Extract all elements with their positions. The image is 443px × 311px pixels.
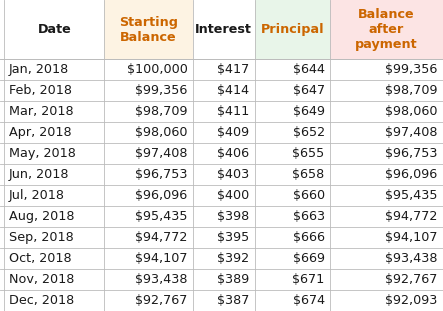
Text: Interest: Interest [195, 23, 252, 36]
Text: Date: Date [37, 23, 71, 36]
Text: $94,107: $94,107 [385, 231, 438, 244]
Bar [255, 0, 330, 59]
Text: Nov, 2018: Nov, 2018 [9, 273, 74, 286]
Text: $674: $674 [292, 294, 325, 307]
Text: $387: $387 [217, 294, 249, 307]
Text: $666: $666 [293, 231, 325, 244]
Text: $398: $398 [217, 210, 249, 223]
Text: $96,753: $96,753 [385, 147, 438, 160]
Text: $96,753: $96,753 [135, 168, 187, 181]
Text: $94,107: $94,107 [135, 252, 187, 265]
Text: $414: $414 [217, 84, 249, 97]
Text: $96,096: $96,096 [135, 189, 187, 202]
Text: $669: $669 [293, 252, 325, 265]
Text: $658: $658 [292, 168, 325, 181]
Text: $93,438: $93,438 [385, 252, 438, 265]
Text: $97,408: $97,408 [135, 147, 187, 160]
Text: $647: $647 [292, 84, 325, 97]
Text: Sep, 2018: Sep, 2018 [9, 231, 74, 244]
Text: Oct, 2018: Oct, 2018 [9, 252, 71, 265]
Text: $92,767: $92,767 [385, 273, 438, 286]
Text: $652: $652 [292, 126, 325, 139]
Text: $417: $417 [217, 63, 249, 76]
Text: $644: $644 [293, 63, 325, 76]
Text: $655: $655 [292, 147, 325, 160]
Text: $389: $389 [217, 273, 249, 286]
Text: Jun, 2018: Jun, 2018 [9, 168, 70, 181]
Text: $98,060: $98,060 [135, 126, 187, 139]
Text: $406: $406 [217, 147, 249, 160]
Text: $95,435: $95,435 [385, 189, 438, 202]
Bar [193, 0, 255, 59]
Text: $395: $395 [217, 231, 249, 244]
Text: $649: $649 [293, 105, 325, 118]
Bar [4, 0, 104, 59]
Text: $96,096: $96,096 [385, 168, 438, 181]
Text: $663: $663 [292, 210, 325, 223]
Text: $99,356: $99,356 [135, 84, 187, 97]
Text: $409: $409 [217, 126, 249, 139]
Text: $400: $400 [217, 189, 249, 202]
Text: Principal: Principal [260, 23, 324, 36]
Text: Aug, 2018: Aug, 2018 [9, 210, 74, 223]
Text: $403: $403 [217, 168, 249, 181]
Text: $93,438: $93,438 [135, 273, 187, 286]
Text: $97,408: $97,408 [385, 126, 438, 139]
Text: May, 2018: May, 2018 [9, 147, 76, 160]
Text: $99,356: $99,356 [385, 63, 438, 76]
Text: $392: $392 [217, 252, 249, 265]
Text: Jul, 2018: Jul, 2018 [9, 189, 65, 202]
Text: Starting
Balance: Starting Balance [119, 16, 178, 44]
Text: $100,000: $100,000 [127, 63, 187, 76]
Text: Jan, 2018: Jan, 2018 [9, 63, 69, 76]
Text: Balance
after
payment: Balance after payment [355, 8, 418, 51]
Text: Feb, 2018: Feb, 2018 [9, 84, 72, 97]
Text: $98,709: $98,709 [385, 84, 438, 97]
Text: $94,772: $94,772 [385, 210, 438, 223]
Text: $411: $411 [217, 105, 249, 118]
Text: $98,709: $98,709 [135, 105, 187, 118]
Text: $660: $660 [292, 189, 325, 202]
Text: $92,767: $92,767 [135, 294, 187, 307]
Text: Dec, 2018: Dec, 2018 [9, 294, 74, 307]
Text: $92,093: $92,093 [385, 294, 438, 307]
Text: $95,435: $95,435 [135, 210, 187, 223]
Text: Mar, 2018: Mar, 2018 [9, 105, 74, 118]
Text: $94,772: $94,772 [135, 231, 187, 244]
Bar [104, 0, 193, 59]
Text: $671: $671 [292, 273, 325, 286]
Text: Apr, 2018: Apr, 2018 [9, 126, 71, 139]
Bar [330, 0, 443, 59]
Text: $98,060: $98,060 [385, 105, 438, 118]
